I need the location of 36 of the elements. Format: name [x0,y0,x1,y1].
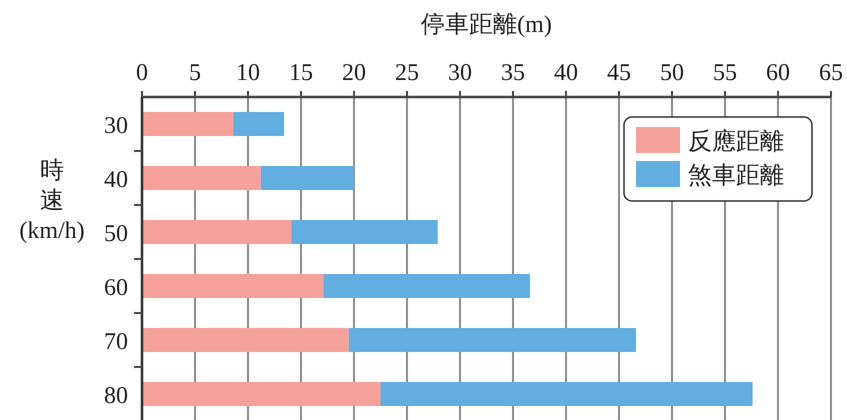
bar [142,382,380,406]
legend-label: 煞車距離 [688,163,784,189]
x-tick-label: 0 [136,60,148,86]
y-tick-label: 50 [104,221,128,247]
bar [291,220,438,244]
bar [323,274,530,298]
x-tick-label: 60 [766,60,790,86]
bar [348,328,636,352]
x-tick-label: 5 [189,60,201,86]
bar [142,166,261,190]
y-axis-title: 時速(km/h) [19,158,85,244]
x-tick-label: 10 [236,60,260,86]
y-tick-label: 80 [104,383,128,409]
x-tick-label: 40 [554,60,578,86]
bar [142,112,234,136]
x-axis-title: 停車距離(m) [421,12,552,38]
y-tick-label: 40 [104,167,128,193]
x-tick-label: 35 [501,60,525,86]
y-tick-label: 30 [104,113,128,139]
x-tick-label: 50 [660,60,684,86]
x-tick-label: 55 [713,60,737,86]
legend-label: 反應距離 [688,128,784,155]
bar [380,382,753,406]
bar [142,274,324,298]
x-tick-label: 30 [448,60,472,86]
bar [233,112,284,136]
bar [142,328,349,352]
y-tick-label: 60 [104,275,128,301]
bar [142,220,292,244]
x-tick-label: 20 [342,60,366,86]
bar [260,166,354,190]
x-tick-label: 65 [819,60,843,86]
x-tick-label: 25 [395,60,419,86]
y-tick-label: 70 [104,329,128,355]
x-tick-label: 45 [607,60,631,86]
x-tick-label: 15 [289,60,313,86]
